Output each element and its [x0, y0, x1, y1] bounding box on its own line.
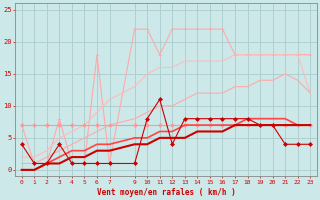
X-axis label: Vent moyen/en rafales ( km/h ): Vent moyen/en rafales ( km/h )	[97, 188, 236, 197]
